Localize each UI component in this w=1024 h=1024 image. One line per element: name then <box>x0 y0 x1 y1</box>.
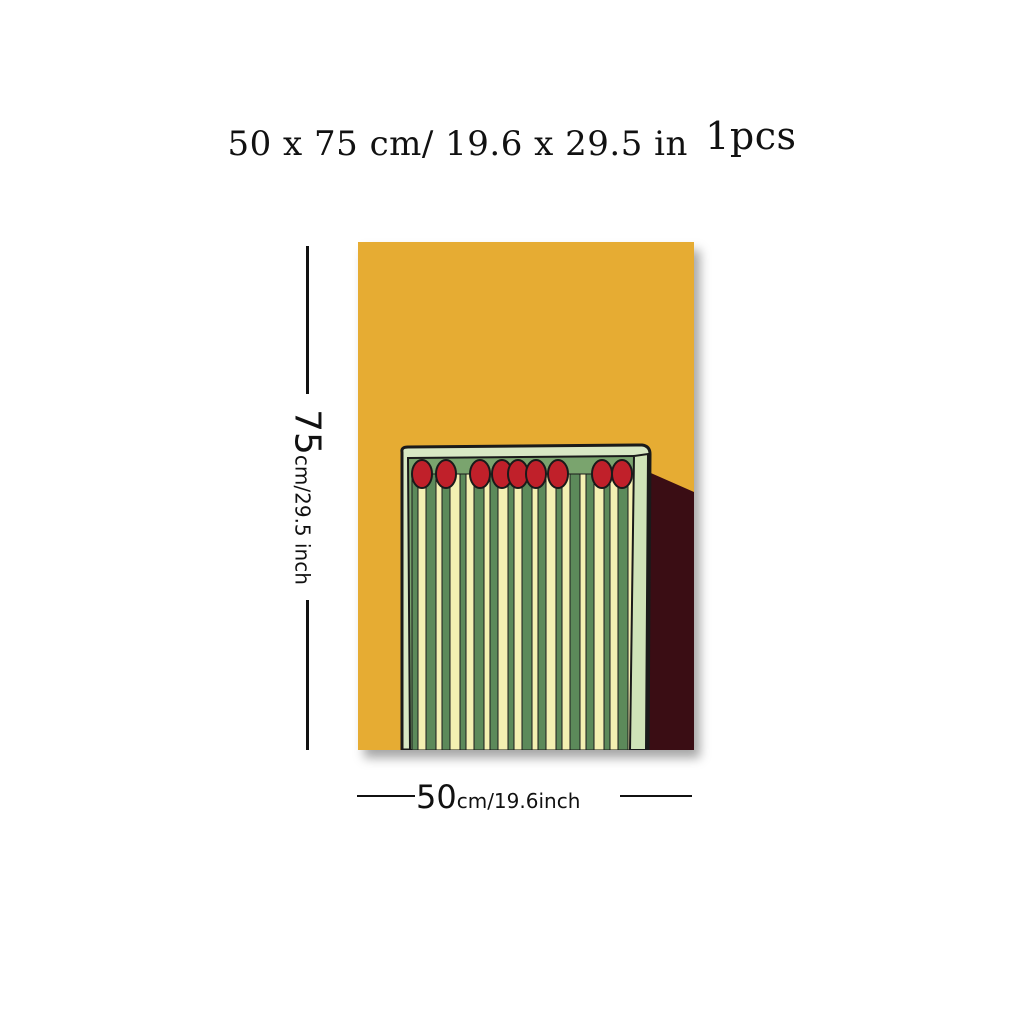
width-number: 50 <box>416 778 457 816</box>
match-heads <box>411 459 633 489</box>
match-stick <box>513 473 523 750</box>
match-stick <box>603 473 611 750</box>
match-head <box>611 459 633 489</box>
match-head <box>411 459 433 489</box>
match-stick <box>459 473 467 750</box>
match-stick <box>617 473 629 750</box>
match-stick <box>545 473 557 750</box>
height-dimension-line-top <box>306 246 309 394</box>
width-unit: cm/19.6inch <box>456 789 581 813</box>
match-stick <box>537 473 547 750</box>
match-head <box>525 459 547 489</box>
width-dimension-line-left <box>357 795 415 797</box>
height-number: 75 <box>286 409 328 455</box>
match-stick <box>585 473 595 750</box>
matchbox-artwork <box>358 242 694 750</box>
match-head <box>591 459 613 489</box>
product-size-title: 50 x 75 cm/ 19.6 x 29.5 in 1pcs <box>0 114 1024 164</box>
match-stick <box>417 473 427 750</box>
match-stick <box>531 473 539 750</box>
match-stick <box>411 473 419 750</box>
canvas-print <box>358 242 694 750</box>
match-stick <box>497 473 509 750</box>
match-stick <box>473 473 485 750</box>
match-stick <box>425 473 437 750</box>
match-stick <box>521 473 533 750</box>
match-stick <box>569 473 581 750</box>
match-stick <box>561 473 571 750</box>
match-stick <box>507 473 515 750</box>
match-stick <box>465 473 475 750</box>
match-head <box>547 459 569 489</box>
match-stick <box>435 473 443 750</box>
match-stick <box>593 473 605 750</box>
match-stick <box>579 473 587 750</box>
match-head <box>469 459 491 489</box>
quantity-text: 1pcs <box>705 114 797 158</box>
match-stick <box>609 473 619 750</box>
height-unit: cm/29.5 inch <box>290 454 315 585</box>
width-dimension-label: 50cm/19.6inch <box>416 778 580 816</box>
match-stick <box>441 473 451 750</box>
size-text: 50 x 75 cm/ 19.6 x 29.5 in <box>227 124 688 164</box>
height-dimension-line-bottom <box>306 600 309 750</box>
match-head <box>435 459 457 489</box>
match-stick <box>555 473 563 750</box>
match-stick <box>489 473 499 750</box>
match-sticks <box>411 473 635 750</box>
width-dimension-line-right <box>620 795 692 797</box>
match-stick <box>449 473 461 750</box>
match-stick <box>483 473 491 750</box>
